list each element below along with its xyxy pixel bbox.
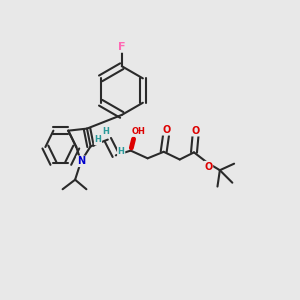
Text: F: F <box>118 42 125 52</box>
Text: N: N <box>77 156 85 166</box>
Text: H: H <box>118 147 124 156</box>
Text: O: O <box>163 125 171 135</box>
Text: O: O <box>192 126 200 136</box>
Text: O: O <box>204 162 212 172</box>
Text: H: H <box>102 127 109 136</box>
Text: H: H <box>94 135 101 144</box>
Text: OH: OH <box>131 127 145 136</box>
